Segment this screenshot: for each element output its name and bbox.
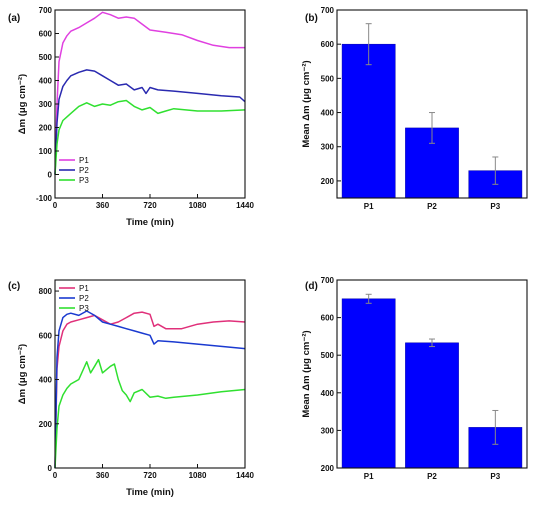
y-axis-label: Δm (μg cm⁻²) (17, 344, 28, 404)
panel-label: (d) (305, 281, 318, 292)
y-tick-label: 600 (321, 314, 335, 323)
y-tick-label: 400 (321, 389, 335, 398)
y-tick-label: 500 (321, 351, 335, 360)
x-tick-label: 1440 (236, 201, 254, 210)
y-tick-label: 200 (321, 464, 335, 473)
line-chart-0: 0 360 720 1080 1440-100010020030040050060070… (8, 6, 254, 228)
y-tick-label: 800 (39, 287, 53, 296)
series-line-p3 (54, 358, 246, 469)
x-tick-label: 720 (143, 201, 157, 210)
legend-label-p2: P2 (79, 294, 89, 303)
x-axis-label: Time (min) (126, 487, 174, 498)
series-line-p2 (54, 310, 246, 469)
y-tick-label: 400 (39, 376, 53, 385)
y-tick-label: 300 (321, 143, 335, 152)
bar-chart-3: P1 P2 P3 200 300 400 500 600 700 Mean Δm (μg cm⁻²… (301, 276, 528, 481)
x-tick-label: P3 (490, 472, 500, 481)
legend-label-p3: P3 (79, 176, 89, 185)
legend-label-p1: P1 (79, 284, 89, 293)
bar-p2 (405, 342, 459, 469)
legend-label-p1: P1 (79, 156, 89, 165)
x-tick-label: 360 (96, 201, 110, 210)
series-line-p2 (54, 69, 246, 175)
x-tick-label: P1 (364, 472, 374, 481)
y-axis-label: Mean Δm (μg cm⁻²) (301, 330, 312, 417)
legend-label-p3: P3 (79, 304, 89, 313)
panel-label: (c) (8, 281, 20, 292)
x-tick-label: 1440 (236, 471, 254, 480)
plot-frame (336, 279, 528, 469)
line-chart-2: 0 360 720 1080 1440 0 200 400 600 800 Time (min) Δm… (8, 279, 254, 498)
bar-p1 (341, 298, 396, 469)
x-tick-label: 1080 (189, 201, 207, 210)
y-tick-label: 400 (321, 109, 335, 118)
y-tick-label: 700 (321, 276, 335, 285)
plot-frame (336, 9, 528, 199)
bar-chart-1: P1 P2 P3 200 300 400 500 600 700 Mean Δm (μg cm⁻²… (301, 6, 528, 211)
y-tick-label: 0 (48, 464, 53, 473)
y-tick-label: 600 (39, 30, 53, 39)
legend-label-p2: P2 (79, 166, 89, 175)
y-tick-label: 300 (39, 100, 53, 109)
y-tick-label: 300 (321, 426, 335, 435)
x-tick-label: P3 (490, 202, 500, 211)
y-tick-label: 100 (39, 147, 53, 156)
series-line-p1 (54, 311, 246, 469)
y-axis-label: Mean Δm (μg cm⁻²) (301, 60, 312, 147)
y-tick-label: -100 (36, 194, 53, 203)
x-tick-label: 360 (96, 471, 110, 480)
x-tick-label: 720 (143, 471, 157, 480)
x-tick-label: 0 (53, 471, 58, 480)
x-tick-label: P2 (427, 472, 437, 481)
y-tick-label: 500 (39, 53, 53, 62)
x-tick-label: 1080 (189, 471, 207, 480)
y-tick-label: 200 (321, 177, 335, 186)
x-axis-label: Time (min) (126, 217, 174, 228)
panel-label: (a) (8, 13, 20, 24)
series-line-p1 (54, 11, 245, 175)
y-tick-label: 200 (39, 124, 53, 133)
y-tick-label: 600 (321, 40, 335, 49)
panel-label: (b) (305, 13, 318, 24)
y-tick-label: 500 (321, 74, 335, 83)
y-tick-label: 700 (39, 6, 53, 15)
y-tick-label: 400 (39, 77, 53, 86)
bar-p1 (341, 43, 396, 199)
y-tick-label: 700 (321, 6, 335, 15)
x-tick-label: P1 (364, 202, 374, 211)
y-tick-label: 600 (39, 331, 53, 340)
y-tick-label: 0 (48, 171, 53, 180)
x-tick-label: P2 (427, 202, 437, 211)
series-line-p3 (54, 99, 246, 175)
y-axis-label: Δm (μg cm⁻²) (17, 74, 28, 134)
y-tick-label: 200 (39, 420, 53, 429)
x-tick-label: 0 (53, 201, 58, 210)
